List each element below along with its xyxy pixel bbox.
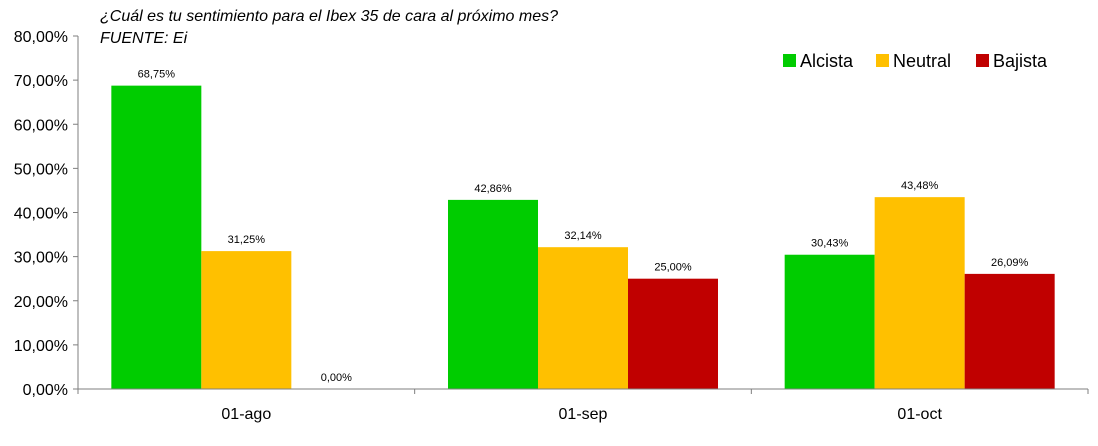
chart-title-group: ¿Cuál es tu sentimiento para el Ibex 35 … <box>100 8 558 47</box>
data-label: 26,09% <box>991 257 1029 269</box>
x-category-label: 01-sep <box>559 406 608 423</box>
bar-neutral <box>538 247 628 389</box>
legend: Alcista Neutral Bajista <box>783 51 1048 71</box>
data-labels-group: 68,75% 31,25% 0,00% 42,86% 32,14% 25,00% 30,43… <box>138 69 1029 384</box>
y-axis: 0,00% 10,00% 20,00% 30,00% 40,00% 50,00% 60,00… <box>14 29 79 399</box>
bar-bajista <box>964 273 1055 389</box>
x-axis: 01-ago 01-sep 01-oct <box>77 388 1089 423</box>
x-category-label: 01-oct <box>897 406 942 423</box>
chart-subtitle: FUENTE: Ei <box>100 30 188 47</box>
y-tick-label: 80,00% <box>14 29 68 46</box>
bar-neutral <box>874 197 965 389</box>
legend-swatch-neutral <box>876 54 889 67</box>
data-label: 43,48% <box>901 180 939 192</box>
y-tick-label: 10,00% <box>14 338 68 355</box>
y-tick-label: 70,00% <box>14 73 68 90</box>
chart-title: ¿Cuál es tu sentimiento para el Ibex 35 … <box>100 8 558 25</box>
y-tick-label: 30,00% <box>14 250 68 267</box>
x-category-label: 01-ago <box>221 406 271 423</box>
legend-label-alcista: Alcista <box>800 51 854 71</box>
legend-label-neutral: Neutral <box>893 51 951 71</box>
data-label: 30,43% <box>811 238 849 250</box>
bar-alcista <box>448 199 538 389</box>
bar-neutral <box>201 251 292 389</box>
y-tick-label: 40,00% <box>14 206 68 223</box>
legend-swatch-alcista <box>783 54 796 67</box>
y-tick-label: 20,00% <box>14 294 68 311</box>
data-label: 0,00% <box>321 372 352 384</box>
bar-bajista <box>628 278 718 389</box>
bars-group <box>111 85 1055 389</box>
data-label: 31,25% <box>228 234 266 246</box>
data-label: 68,75% <box>138 69 176 81</box>
y-tick-label: 60,00% <box>14 117 68 134</box>
legend-swatch-bajista <box>976 54 989 67</box>
bar-alcista <box>111 85 202 389</box>
data-label: 42,86% <box>474 183 512 195</box>
data-label: 25,00% <box>654 262 692 274</box>
y-tick-label: 0,00% <box>23 382 68 399</box>
legend-label-bajista: Bajista <box>993 51 1048 71</box>
data-label: 32,14% <box>564 230 602 242</box>
y-tick-label: 50,00% <box>14 161 68 178</box>
bar-alcista <box>784 254 875 389</box>
